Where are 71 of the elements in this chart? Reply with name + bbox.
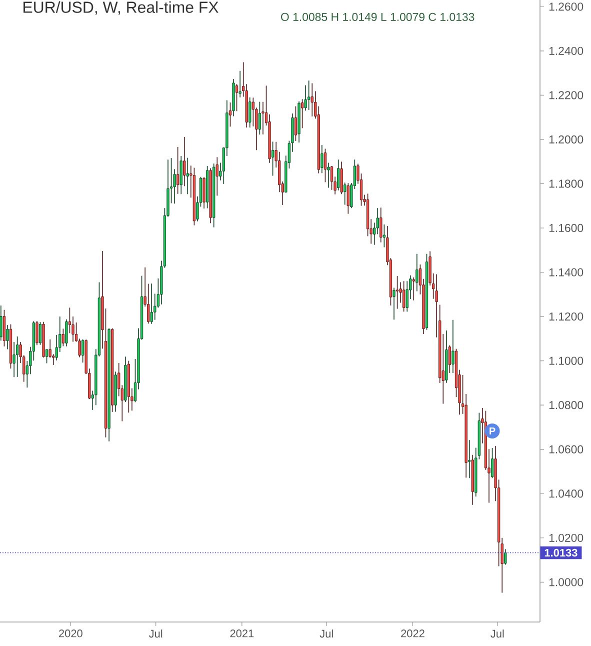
y-tick-label: 1.2000 [549, 135, 584, 144]
candlestick [248, 96, 252, 128]
candlestick [448, 344, 452, 374]
candlestick [180, 156, 182, 195]
y-tick-label: 1.0400 [549, 490, 584, 498]
candlestick [412, 276, 415, 301]
candlestick [452, 319, 454, 374]
candlestick [16, 336, 19, 378]
candlestick [340, 161, 343, 195]
x-tick-label: 2022 [401, 630, 424, 638]
ref-line-label: 1.0133 [544, 548, 578, 557]
candlestick [62, 328, 64, 347]
x-tick-label: Jul [490, 630, 504, 638]
candlestick [396, 276, 399, 310]
candlestick [183, 136, 186, 187]
candlestick [344, 182, 346, 206]
x-tick-label: 2020 [59, 630, 82, 638]
x-tick-label: Jul [320, 630, 333, 638]
candlestick [38, 322, 42, 346]
y-tick-label: 1.1400 [549, 268, 584, 276]
candlestick [300, 98, 304, 129]
candlestick [176, 146, 180, 194]
y-tick-label: 1.0200 [549, 534, 584, 542]
y-tick-label: 1.1000 [549, 356, 584, 365]
candlestick [504, 548, 507, 566]
x-tick-label: 2021 [230, 630, 254, 638]
x-tick-label: Jul [148, 630, 162, 638]
candlestick [402, 280, 406, 312]
candlestick [202, 176, 206, 209]
candlestick [416, 253, 418, 292]
y-tick-label: 1.0000 [549, 578, 584, 586]
candlestick [238, 70, 242, 98]
y-tick-label: 1.2400 [549, 46, 584, 55]
candlestick [324, 148, 327, 183]
candlestick [382, 224, 386, 248]
candlestick [380, 207, 382, 243]
candlestick [308, 80, 310, 110]
candlestick [258, 101, 262, 135]
y-tick-label: 1.0800 [549, 401, 584, 410]
candlestick [294, 106, 298, 142]
candlestick [271, 141, 274, 176]
candlestick [36, 320, 38, 346]
y-tick-label: 1.1600 [549, 224, 584, 232]
candlestick [6, 324, 9, 350]
candlestick [65, 319, 68, 347]
candlestick [346, 182, 350, 214]
candlestick [0, 305, 2, 342]
text: O 1.0085 H 1.0149 L 1.0079 C 1.0133 [281, 12, 474, 22]
candlestick [216, 156, 218, 196]
candlestick [235, 84, 238, 112]
candlestick [310, 82, 314, 117]
candlestick [327, 162, 330, 188]
candlestick [82, 338, 84, 363]
candlestick [186, 157, 189, 195]
candlestick [336, 159, 340, 191]
candlestick [392, 287, 396, 320]
y-tick-label: 1.2200 [549, 91, 584, 100]
y-tick-label: 1.0600 [549, 445, 584, 454]
y-tick-label: 1.1200 [549, 312, 584, 321]
y-tick-label: 1.1800 [549, 180, 584, 188]
candlestick [330, 166, 334, 190]
candlestick [228, 102, 232, 128]
candlestick [150, 283, 153, 324]
annotation: P [490, 428, 496, 434]
chart-title: EUR/USD, W, Real-time FX [24, 1, 218, 15]
candlestick [304, 84, 307, 112]
candlestick [45, 348, 48, 364]
candlestick [490, 448, 494, 479]
y-tick-label: 1.2600 [549, 2, 584, 11]
candlestick [320, 144, 324, 174]
candlestick [468, 440, 471, 479]
